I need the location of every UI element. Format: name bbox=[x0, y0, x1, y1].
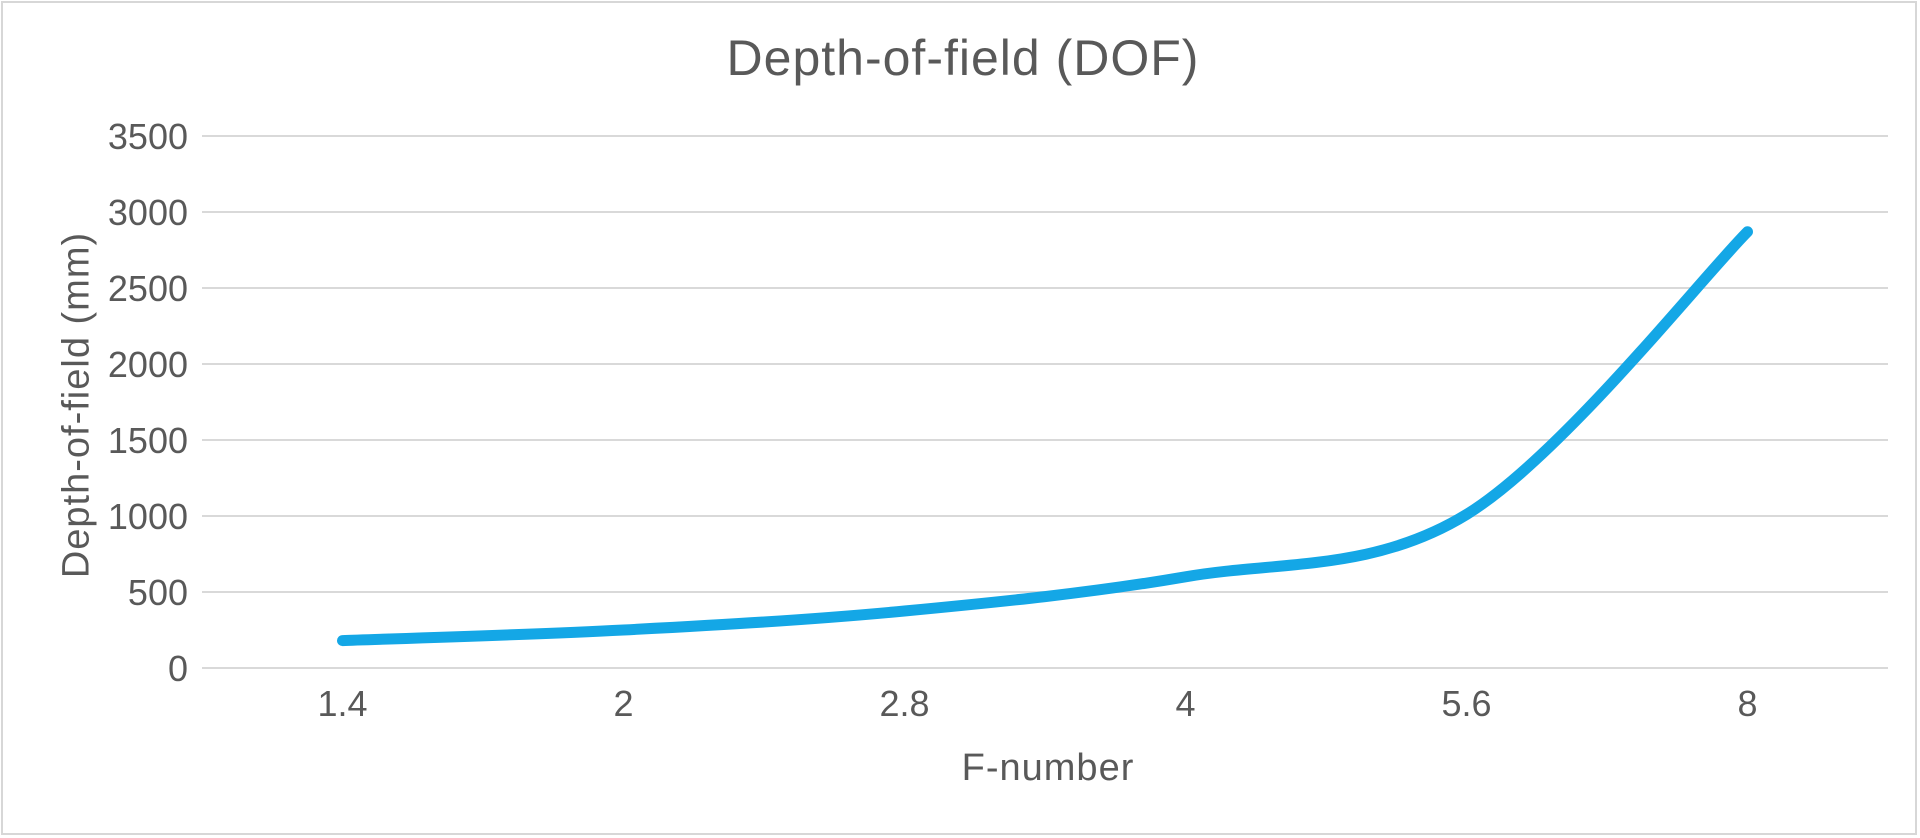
x-tick-label: 2 bbox=[613, 683, 633, 724]
y-tick-label: 0 bbox=[168, 648, 188, 689]
dof-series-line bbox=[337, 226, 1753, 647]
y-tick-label: 3000 bbox=[108, 192, 188, 233]
y-tick-label: 1000 bbox=[108, 496, 188, 537]
y-tick-label: 1500 bbox=[108, 420, 188, 461]
x-tick-label: 4 bbox=[1175, 683, 1195, 724]
x-axis-title: F-number bbox=[961, 747, 1135, 789]
y-tick-label: 2500 bbox=[108, 268, 188, 309]
x-tick-label: 1.4 bbox=[317, 683, 367, 724]
x-tick-label: 2.8 bbox=[879, 683, 929, 724]
y-tick-label: 500 bbox=[128, 572, 188, 613]
x-tick-label: 5.6 bbox=[1441, 683, 1491, 724]
y-tick-label: 2000 bbox=[108, 344, 188, 385]
chart-title: Depth-of-field (DOF) bbox=[726, 30, 1200, 86]
x-tick-label: 8 bbox=[1737, 683, 1757, 724]
y-tick-label: 3500 bbox=[108, 116, 188, 157]
